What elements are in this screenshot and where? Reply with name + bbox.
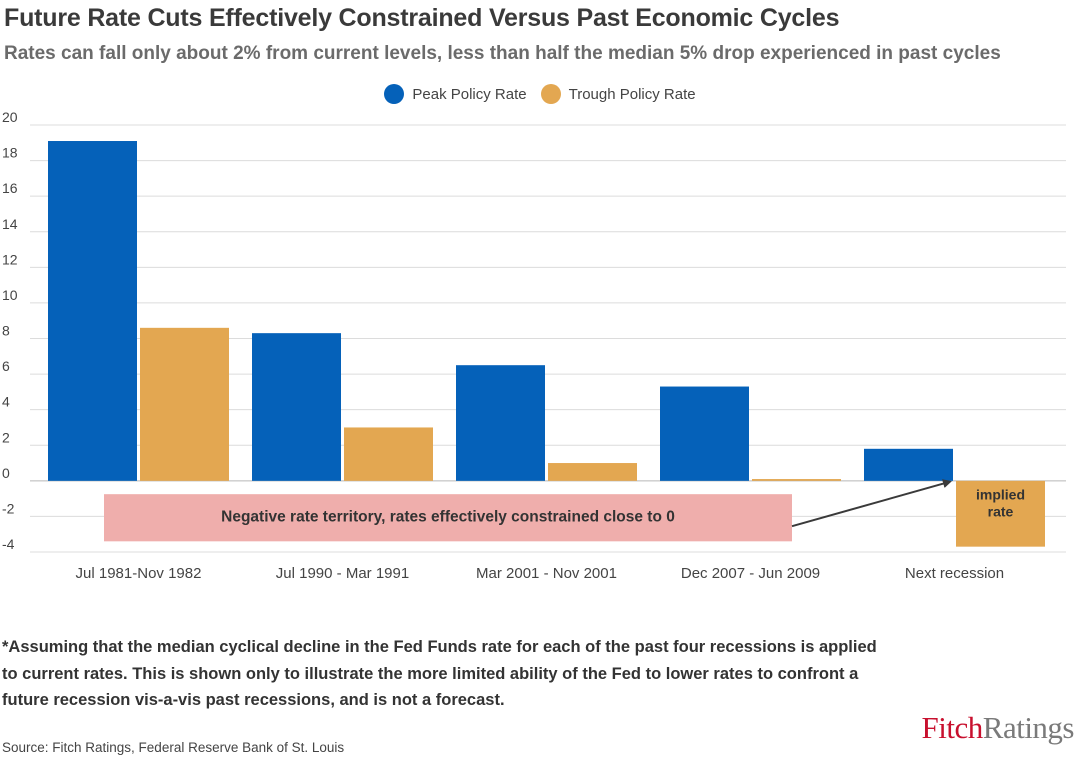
x-tick-label: Next recession bbox=[905, 565, 1004, 582]
bar-trough bbox=[548, 463, 637, 481]
bar-trough bbox=[140, 327, 229, 481]
bar-peak bbox=[48, 141, 137, 481]
legend: Peak Policy Rate Trough Policy Rate bbox=[0, 84, 1080, 104]
bar-peak bbox=[456, 365, 545, 481]
x-tick-label: Jul 1981-Nov 1982 bbox=[76, 565, 202, 582]
legend-item-trough: Trough Policy Rate bbox=[540, 84, 696, 104]
y-tick-label: 4 bbox=[2, 394, 10, 410]
logo-text-fitch: Fitch bbox=[921, 710, 984, 745]
legend-swatch-trough bbox=[540, 84, 561, 104]
legend-label-trough: Trough Policy Rate bbox=[568, 85, 696, 103]
y-tick-label: 6 bbox=[2, 358, 10, 374]
y-tick-label: 10 bbox=[2, 287, 18, 303]
implied-rate-label: implied bbox=[976, 487, 1025, 503]
y-tick-label: 20 bbox=[2, 109, 18, 125]
negative-territory-label: Negative rate territory, rates effective… bbox=[221, 508, 675, 525]
footnote: *Assuming that the median cyclical decli… bbox=[2, 638, 877, 709]
chart-subtitle: Rates can fall only about 2% from curren… bbox=[4, 43, 1001, 64]
bar-trough bbox=[752, 479, 841, 481]
bar-trough bbox=[344, 427, 433, 481]
y-tick-label: 12 bbox=[2, 251, 18, 267]
y-tick-label: 14 bbox=[2, 216, 18, 232]
legend-label-peak: Peak Policy Rate bbox=[412, 85, 527, 103]
x-tick-label: Dec 2007 - Jun 2009 bbox=[681, 565, 820, 582]
implied-rate-label: rate bbox=[988, 503, 1014, 519]
y-tick-label: 16 bbox=[2, 180, 18, 196]
legend-item-peak: Peak Policy Rate bbox=[384, 84, 527, 104]
bar-peak bbox=[660, 386, 749, 481]
x-tick-label: Mar 2001 - Nov 2001 bbox=[476, 565, 617, 582]
annotation-arrow bbox=[791, 479, 952, 528]
bar-peak bbox=[252, 333, 341, 481]
negative-territory-box bbox=[104, 494, 792, 542]
logo-text-ratings: Ratings bbox=[982, 710, 1075, 745]
y-tick-label: 0 bbox=[2, 465, 10, 481]
bar-chart: -4 -2 0 2 4 6 8 10 12 14 16 18 20 Jul 1981-Nov 1982 Ju… bbox=[2, 109, 1066, 582]
bar-peak bbox=[864, 448, 953, 481]
y-tick-label: -4 bbox=[2, 536, 15, 552]
y-tick-label: -2 bbox=[2, 500, 15, 516]
y-tick-label: 2 bbox=[2, 429, 10, 445]
chart-title: Future Rate Cuts Effectively Constrained… bbox=[4, 4, 840, 32]
y-tick-label: 18 bbox=[2, 145, 18, 161]
bar-trough bbox=[956, 480, 1045, 547]
x-tick-label: Jul 1990 - Mar 1991 bbox=[276, 565, 409, 582]
fitch-ratings-logo: FitchRatings bbox=[921, 710, 1075, 746]
source-line: Source: Fitch Ratings, Federal Reserve B… bbox=[2, 740, 345, 755]
legend-swatch-peak bbox=[384, 84, 405, 104]
y-tick-label: 8 bbox=[2, 323, 10, 339]
